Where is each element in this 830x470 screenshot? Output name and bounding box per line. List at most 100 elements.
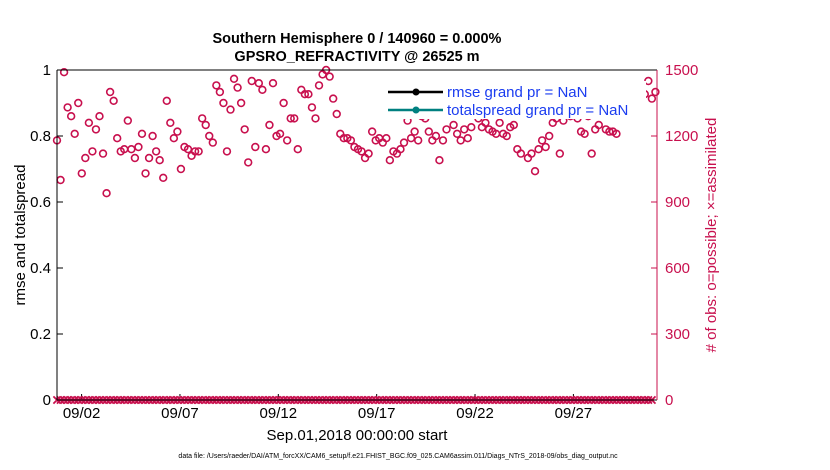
obs-possible-point: [244, 158, 253, 167]
obs-possible-point: [413, 136, 423, 145]
obs-possible-point: [647, 94, 657, 103]
legend-label-totalspread: totalspread grand pr = NaN: [447, 102, 628, 119]
obs-possible-point: [261, 145, 271, 154]
obs-possible-point: [123, 116, 133, 125]
obs-possible-point: [88, 147, 97, 156]
obs-possible-point: [304, 89, 313, 99]
obs-possible-point: [467, 122, 476, 132]
obs-possible-point: [91, 125, 101, 134]
obs-possible-point: [544, 131, 554, 141]
obs-possible-point: [555, 149, 565, 158]
obs-possible-point: [112, 134, 122, 143]
y-axis-left-label: rmse and totalspread: [12, 165, 29, 306]
y-right-tick-label: 1200: [665, 128, 698, 145]
obs-possible-point: [435, 156, 444, 165]
obs-possible-point: [183, 145, 193, 154]
obs-possible-point: [229, 74, 239, 84]
y-left-tick-label: 0.2: [30, 326, 51, 343]
obs-possible-point: [424, 127, 434, 136]
obs-possible-point: [612, 129, 621, 139]
y-right-tick-label: 300: [665, 326, 690, 343]
obs-possible-point: [580, 129, 589, 139]
legend-box: [384, 81, 646, 119]
obs-possible-point: [141, 169, 150, 178]
obs-possible-point: [346, 136, 356, 145]
obs-possible-point: [247, 76, 256, 86]
obs-possible-point: [541, 142, 550, 152]
obs-possible-point: [651, 87, 660, 97]
y-right-tick-label: 900: [665, 194, 690, 211]
obs-possible-point: [410, 127, 419, 136]
y-left-tick-label: 0: [43, 392, 51, 409]
obs-possible-point: [509, 120, 518, 130]
obs-possible-point: [382, 134, 391, 143]
obs-possible-point: [311, 114, 320, 123]
obs-possible-point: [367, 127, 377, 136]
obs-possible-point: [151, 147, 161, 156]
obs-possible-point: [190, 147, 200, 156]
obs-possible-point: [339, 134, 349, 143]
chart-title: Southern Hemisphere 0 / 140960 = 0.000%: [213, 31, 502, 47]
y-right-tick-label: 1500: [665, 62, 698, 79]
y-right-tick-label: 0: [665, 392, 673, 409]
obs-possible-point: [144, 153, 154, 163]
y-axis-right-ticks: 0 300 600 900 1200 1500: [651, 62, 698, 409]
obs-possible-point: [215, 87, 225, 97]
obs-possible-point: [495, 118, 504, 128]
obs-possible-point: [95, 111, 104, 121]
obs-possible-point: [300, 89, 310, 99]
obs-possible-point: [148, 131, 157, 141]
obs-possible-point: [332, 109, 341, 119]
legend-label-rmse: rmse grand pr = NaN: [447, 84, 587, 101]
obs-possible-point: [385, 156, 395, 165]
obs-possible-point: [265, 120, 274, 130]
y-right-tick-label: 600: [665, 260, 690, 277]
obs-possible-point: [279, 98, 288, 108]
obs-possible-point: [70, 129, 79, 139]
chart-subtitle: GPSRO_REFRACTIVITY @ 26525 m: [234, 49, 479, 65]
obs-possible-point: [282, 136, 292, 145]
obs-possible-point: [293, 145, 302, 154]
obs-possible-point: [137, 129, 147, 139]
obs-possible-point: [226, 105, 235, 114]
obs-possible-point: [325, 72, 334, 81]
obs-possible-point: [194, 147, 203, 156]
obs-possible-point: [176, 164, 186, 174]
x-tick-label: 09/12: [260, 405, 298, 422]
legend-marker-rmse: [412, 88, 420, 96]
obs-possible-point: [275, 129, 285, 139]
y-left-tick-label: 0.8: [30, 128, 51, 145]
x-axis-label: Sep.01,2018 00:00:00 start: [267, 427, 449, 444]
obs-possible-point: [212, 81, 221, 90]
obs-possible-point: [328, 94, 338, 103]
obs-possible-point: [290, 114, 299, 123]
obs-possible-point: [169, 134, 179, 143]
obs-possible-point: [205, 131, 214, 141]
obs-possible-point: [357, 147, 366, 156]
obs-possible-point: [222, 147, 232, 156]
obs-possible-point: [314, 81, 324, 90]
obs-possible-point: [399, 138, 409, 147]
obs-possible-point: [537, 136, 547, 145]
obs-possible-point: [233, 83, 242, 92]
obs-possible-point: [502, 131, 511, 141]
x-tick-label: 09/22: [456, 405, 494, 422]
obs-possible-point: [594, 120, 603, 130]
obs-possible-point: [286, 114, 295, 123]
y-axis-left-ticks: 0 0.2 0.4 0.6 0.8 1: [30, 62, 63, 409]
legend-marker-totalspread: [412, 106, 420, 114]
obs-possible-point: [438, 136, 448, 145]
obs-possible-point: [396, 145, 405, 154]
obs-possible-point: [130, 153, 140, 163]
obs-possible-point: [307, 103, 317, 112]
obs-possible-point: [442, 125, 451, 134]
obs-possible-point: [587, 149, 596, 158]
obs-possible-point: [236, 98, 246, 108]
obs-possible-point: [251, 142, 260, 152]
obs-possible-point: [530, 167, 540, 176]
plot-area: [57, 70, 657, 400]
obs-possible-point: [605, 127, 614, 136]
obs-possible-point: [268, 78, 278, 88]
y-axis-right-label: # of obs: o=possible; ×=assimilated: [703, 118, 720, 353]
obs-possible-point: [166, 118, 175, 128]
